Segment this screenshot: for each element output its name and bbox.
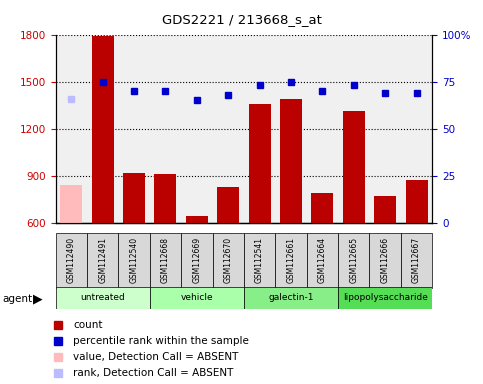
- Bar: [123, 172, 145, 317]
- Text: rank, Detection Call = ABSENT: rank, Detection Call = ABSENT: [73, 368, 234, 379]
- Bar: [249, 104, 270, 317]
- Bar: [150, 232, 181, 288]
- Text: agent: agent: [2, 294, 32, 304]
- Text: GSM112666: GSM112666: [381, 237, 390, 283]
- Bar: [307, 232, 338, 288]
- Text: percentile rank within the sample: percentile rank within the sample: [73, 336, 249, 346]
- Bar: [92, 36, 114, 317]
- Bar: [343, 111, 365, 317]
- Bar: [369, 232, 401, 288]
- Text: GSM112490: GSM112490: [67, 237, 76, 283]
- Bar: [150, 287, 244, 309]
- Bar: [275, 232, 307, 288]
- Bar: [338, 287, 432, 309]
- Bar: [312, 193, 333, 317]
- Text: ▶: ▶: [33, 292, 43, 305]
- Text: GSM112541: GSM112541: [255, 237, 264, 283]
- Bar: [244, 287, 338, 309]
- Text: GSM112661: GSM112661: [286, 237, 296, 283]
- Bar: [87, 232, 118, 288]
- Text: GSM112665: GSM112665: [349, 237, 358, 283]
- Bar: [406, 180, 427, 317]
- Text: GSM112540: GSM112540: [129, 237, 139, 283]
- Text: untreated: untreated: [80, 293, 125, 303]
- Bar: [244, 232, 275, 288]
- Text: GSM112664: GSM112664: [318, 237, 327, 283]
- Bar: [181, 232, 213, 288]
- Bar: [338, 232, 369, 288]
- Bar: [56, 232, 87, 288]
- Bar: [217, 187, 239, 317]
- Bar: [401, 232, 432, 288]
- Text: GSM112669: GSM112669: [192, 237, 201, 283]
- Text: count: count: [73, 320, 103, 330]
- Bar: [374, 196, 396, 317]
- Bar: [155, 174, 176, 317]
- Text: GSM112670: GSM112670: [224, 237, 233, 283]
- Bar: [213, 232, 244, 288]
- Text: GDS2221 / 213668_s_at: GDS2221 / 213668_s_at: [161, 13, 322, 26]
- Bar: [280, 99, 302, 317]
- Bar: [186, 217, 208, 317]
- Text: GSM112491: GSM112491: [98, 237, 107, 283]
- Bar: [118, 232, 150, 288]
- Bar: [56, 287, 150, 309]
- Text: GSM112668: GSM112668: [161, 237, 170, 283]
- Text: GSM112667: GSM112667: [412, 237, 421, 283]
- Text: value, Detection Call = ABSENT: value, Detection Call = ABSENT: [73, 352, 239, 362]
- Bar: [60, 185, 82, 317]
- Text: lipopolysaccharide: lipopolysaccharide: [343, 293, 427, 303]
- Text: vehicle: vehicle: [181, 293, 213, 303]
- Text: galectin-1: galectin-1: [268, 293, 314, 303]
